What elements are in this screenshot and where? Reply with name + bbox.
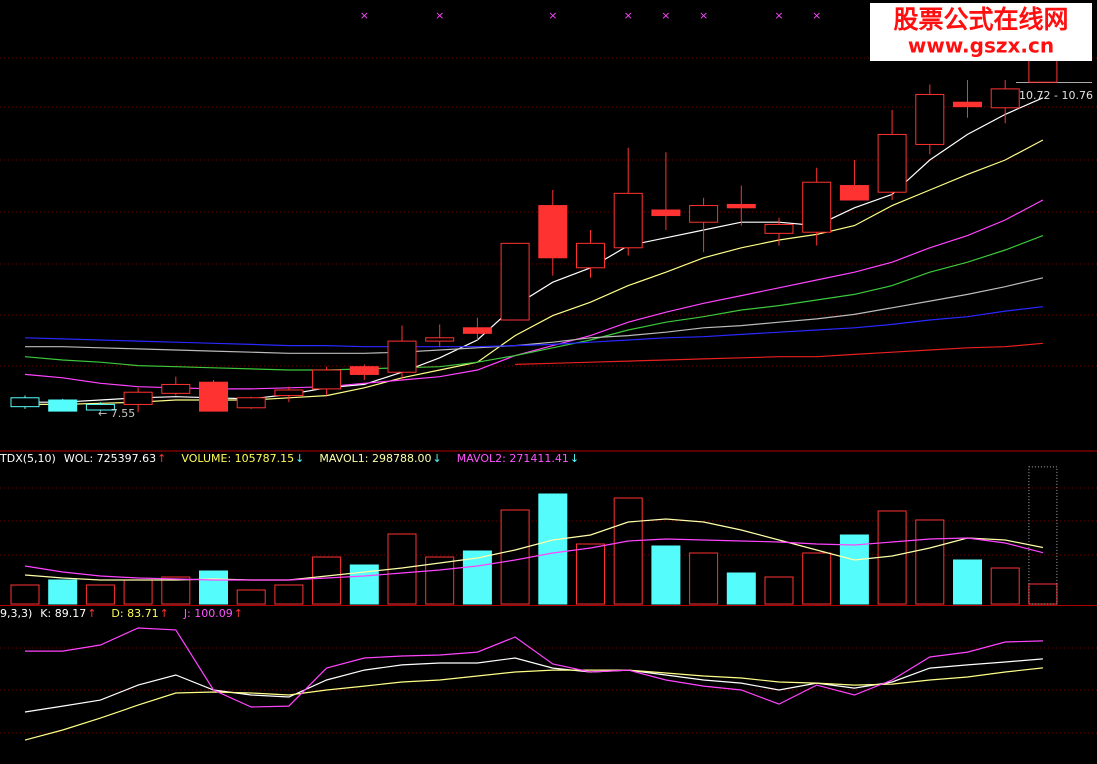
volume-bar xyxy=(274,584,304,605)
volume-bar xyxy=(726,572,756,605)
candle-body xyxy=(689,205,719,223)
volume-bar xyxy=(538,493,568,605)
moving-average-line xyxy=(24,235,1044,371)
volume-bar xyxy=(123,579,153,605)
moving-average-line xyxy=(25,277,1044,354)
volume-bar xyxy=(839,534,869,605)
plot-layer: × × × × × × × ×TDX(5,10) WOL: 725397.63 ↑ VOLUME: … xyxy=(0,9,1058,741)
volume-bar xyxy=(500,509,530,605)
candle-body xyxy=(48,399,78,412)
signal-mark: × xyxy=(661,9,670,22)
legend-label: D: 83.71 xyxy=(111,607,158,620)
candle-body xyxy=(651,209,681,217)
volume-bar xyxy=(802,552,832,605)
volume-average-line xyxy=(24,537,1044,581)
volume-bar xyxy=(764,576,794,605)
candle-body xyxy=(764,223,794,234)
candle-body xyxy=(726,203,756,209)
volume-bar xyxy=(236,589,266,605)
signal-mark: × xyxy=(548,9,557,22)
candle-body xyxy=(123,391,153,405)
volume-bar xyxy=(613,497,643,605)
volume-bar xyxy=(576,543,605,605)
signal-mark: × xyxy=(435,9,444,22)
wol-box xyxy=(1028,466,1058,605)
watermark: 股票公式在线网 www.gszx.cn xyxy=(870,3,1092,61)
indicator-line xyxy=(24,667,1043,741)
candle-body xyxy=(199,381,228,412)
volume-bar xyxy=(161,576,191,605)
signal-mark: × xyxy=(624,9,633,22)
candle-body xyxy=(915,93,945,145)
volume-bar xyxy=(85,584,115,605)
moving-average-line xyxy=(24,199,1044,390)
candle-body xyxy=(425,337,455,342)
moving-average-line xyxy=(515,342,1043,365)
candle-body xyxy=(387,340,417,373)
signal-mark: × xyxy=(774,9,783,22)
candle-body xyxy=(500,242,530,321)
candle-body xyxy=(802,181,832,233)
legend-arrow: ↓ xyxy=(570,452,579,465)
candle-body xyxy=(10,397,40,408)
volume-bar xyxy=(990,567,1020,605)
legend-label: WOL: 725397.63 xyxy=(64,452,156,465)
moving-average-line xyxy=(24,306,1043,348)
candle-body xyxy=(613,192,643,249)
watermark-url: www.gszx.cn xyxy=(908,34,1054,58)
volume-bar xyxy=(953,559,982,605)
legend-label: MAVOL1: 298788.00 xyxy=(319,452,431,465)
candle-body xyxy=(161,383,191,394)
legend-label: VOLUME: 105787.15 xyxy=(181,452,294,465)
legend-arrow: ↓ xyxy=(295,452,304,465)
candle-body xyxy=(877,133,907,193)
legend-arrow: ↑ xyxy=(160,607,169,620)
signal-mark: × xyxy=(812,9,821,22)
volume-bar xyxy=(1028,583,1058,605)
candle-body xyxy=(274,389,304,397)
panel-title: 9,3,3) xyxy=(0,607,32,620)
volume-bar xyxy=(199,570,228,605)
volume-bar xyxy=(915,519,945,605)
candle-body xyxy=(538,205,568,259)
signal-mark: × xyxy=(699,9,708,22)
legend-arrow: ↑ xyxy=(234,607,243,620)
moving-average-line xyxy=(25,97,1044,403)
volume-bar xyxy=(10,584,40,605)
candle-body xyxy=(462,327,492,334)
legend-arrow: ↓ xyxy=(432,452,441,465)
volume-bar xyxy=(48,579,78,605)
indicator-line xyxy=(25,627,1043,708)
volume-bar xyxy=(689,552,719,605)
legend-label: K: 89.17 xyxy=(40,607,86,620)
candle-body xyxy=(349,366,379,375)
volume-bar xyxy=(312,556,342,605)
moving-average-line xyxy=(25,139,1044,405)
panel-title: TDX(5,10) xyxy=(0,452,56,465)
candle-body xyxy=(576,242,605,269)
candle-body xyxy=(990,88,1020,109)
low-label: ← 7.55 xyxy=(98,407,135,420)
legend-arrow: ↑ xyxy=(87,607,96,620)
candle-body xyxy=(953,101,982,108)
signal-mark: × xyxy=(360,9,369,22)
candle-body xyxy=(839,185,869,201)
watermark-title: 股票公式在线网 xyxy=(893,5,1068,34)
legend-arrow: ↑ xyxy=(157,452,166,465)
legend-label: J: 100.09 xyxy=(183,607,233,620)
volume-bar xyxy=(651,545,681,605)
watermark-box xyxy=(870,3,1092,61)
candle-body xyxy=(236,397,266,409)
candle-body xyxy=(85,403,115,411)
legend-label: MAVOL2: 271411.41 xyxy=(457,452,569,465)
volume-bar xyxy=(877,510,907,605)
candle-body xyxy=(312,369,342,390)
hover-label: 10.72 - 10.76 xyxy=(1019,89,1093,102)
